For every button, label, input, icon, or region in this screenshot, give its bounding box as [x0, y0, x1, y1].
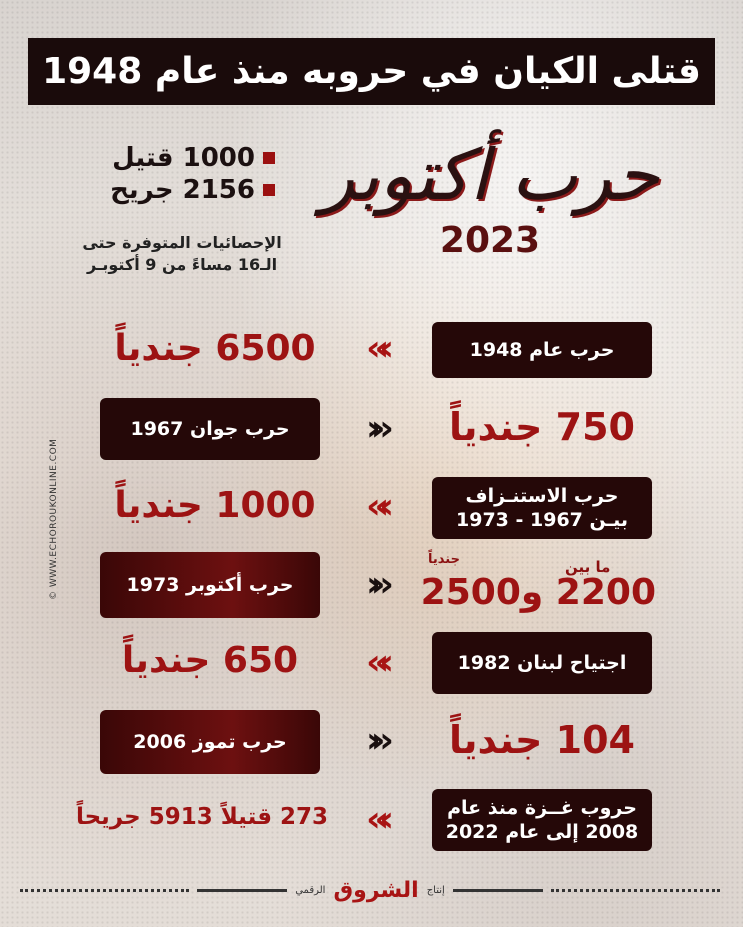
divider: [197, 888, 288, 892]
wounded-count: 2156 جريح: [110, 175, 255, 205]
bullet-icon: [263, 184, 275, 196]
casualty-value: 2200 و2500: [420, 572, 656, 613]
value-suffix: جندياً: [428, 552, 460, 567]
footer-suffix: الرقمي: [295, 884, 326, 896]
chevron-left-icon: «‹: [365, 486, 394, 527]
killed-stat: 1000 قتيل: [95, 142, 275, 174]
casualty-value: 273 قتيلاً 5913 جريحاً: [75, 804, 329, 830]
current-stats: 1000 قتيل 2156 جريح: [95, 142, 275, 206]
war-label: بيـن 1967 - 1973: [456, 509, 629, 531]
footer-prefix: إنتاج: [426, 884, 445, 896]
stats-note: الإحصائيات المتوفرة حتى الـ16 مساءً من 9…: [62, 232, 302, 276]
footer: إنتاج الشروق الرقمي: [20, 877, 720, 903]
watermark: © WWW.ECHOROUKONLINE.COM: [49, 438, 59, 600]
brand-logo: الشروق: [333, 877, 419, 903]
casualty-value: 104 جندياً: [449, 718, 635, 762]
killed-count: 1000 قتيل: [112, 143, 255, 173]
logo-year: 2023: [439, 220, 541, 261]
bullet-icon: [263, 152, 275, 164]
war-label: 2008 إلى عام 2022: [445, 821, 639, 843]
casualty-value: 6500 جندياً: [114, 328, 316, 369]
war-box: حروب غــزة منذ عام 2008 إلى عام 2022: [432, 789, 652, 851]
war-box: حرب الاستنـزاف بيـن 1967 - 1973: [432, 477, 652, 539]
divider: [452, 888, 543, 892]
war-box: حرب جوان 1967: [100, 398, 320, 460]
chevron-right-icon: ›»: [365, 564, 394, 605]
october-war-logo: حرب أكتوبر 2023: [320, 120, 660, 290]
note-line: الإحصائيات المتوفرة حتى: [82, 233, 282, 252]
divider: [550, 888, 720, 892]
value-prefix: ما بين: [565, 558, 611, 576]
chevron-right-icon: ›»: [365, 408, 394, 449]
war-box: حرب عام 1948: [432, 322, 652, 378]
chevron-left-icon: «‹: [365, 328, 394, 369]
casualty-value: 650 جندياً: [121, 640, 299, 681]
divider: [20, 888, 190, 892]
page-title: قتلى الكيان في حروبه منذ عام 1948: [28, 38, 715, 105]
war-label: حروب غــزة منذ عام: [447, 797, 637, 819]
casualty-value: 750 جندياً: [449, 405, 635, 449]
war-label: حرب الاستنـزاف: [465, 485, 619, 507]
war-box: حرب أكتوبر 1973: [100, 552, 320, 618]
casualty-value: 1000 جندياً: [114, 485, 316, 526]
logo-calligraphy: حرب أكتوبر: [320, 134, 660, 216]
war-box: اجتياح لبنان 1982: [432, 632, 652, 694]
chevron-left-icon: «‹: [365, 642, 394, 683]
chevron-right-icon: ›»: [365, 720, 394, 761]
wounded-stat: 2156 جريح: [95, 174, 275, 206]
note-line: الـ16 مساءً من 9 أكتوبـر: [86, 255, 278, 274]
chevron-left-icon: «‹: [365, 799, 394, 840]
war-box: حرب تموز 2006: [100, 710, 320, 774]
